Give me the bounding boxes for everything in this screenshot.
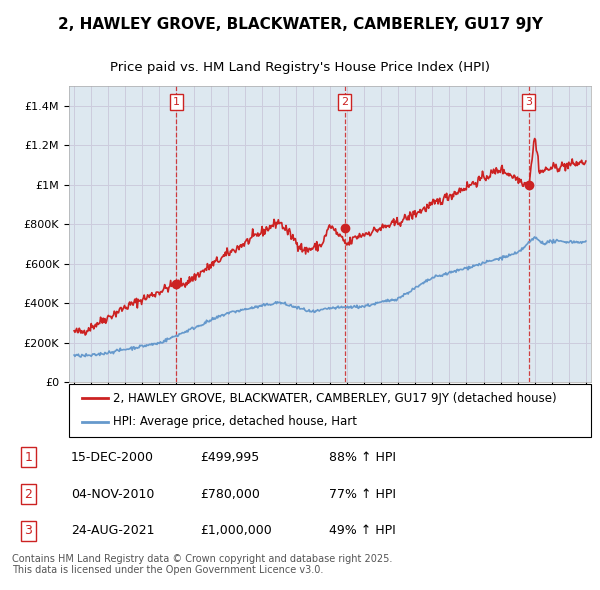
Text: £780,000: £780,000 bbox=[200, 487, 260, 501]
Text: 2, HAWLEY GROVE, BLACKWATER, CAMBERLEY, GU17 9JY (detached house): 2, HAWLEY GROVE, BLACKWATER, CAMBERLEY, … bbox=[113, 392, 557, 405]
Text: 2: 2 bbox=[341, 97, 348, 107]
Text: £499,995: £499,995 bbox=[200, 451, 259, 464]
Text: 2: 2 bbox=[25, 487, 32, 501]
Text: 15-DEC-2000: 15-DEC-2000 bbox=[71, 451, 154, 464]
Text: 3: 3 bbox=[25, 525, 32, 537]
Text: 2, HAWLEY GROVE, BLACKWATER, CAMBERLEY, GU17 9JY: 2, HAWLEY GROVE, BLACKWATER, CAMBERLEY, … bbox=[58, 17, 542, 32]
Text: 24-AUG-2021: 24-AUG-2021 bbox=[71, 525, 154, 537]
Text: 1: 1 bbox=[173, 97, 180, 107]
Text: 04-NOV-2010: 04-NOV-2010 bbox=[71, 487, 154, 501]
Text: Price paid vs. HM Land Registry's House Price Index (HPI): Price paid vs. HM Land Registry's House … bbox=[110, 61, 490, 74]
Text: 77% ↑ HPI: 77% ↑ HPI bbox=[329, 487, 397, 501]
Text: £1,000,000: £1,000,000 bbox=[200, 525, 272, 537]
Text: 49% ↑ HPI: 49% ↑ HPI bbox=[329, 525, 396, 537]
Text: 88% ↑ HPI: 88% ↑ HPI bbox=[329, 451, 397, 464]
Text: 1: 1 bbox=[25, 451, 32, 464]
Text: 3: 3 bbox=[525, 97, 532, 107]
Text: Contains HM Land Registry data © Crown copyright and database right 2025.
This d: Contains HM Land Registry data © Crown c… bbox=[12, 553, 392, 575]
Text: HPI: Average price, detached house, Hart: HPI: Average price, detached house, Hart bbox=[113, 415, 358, 428]
FancyBboxPatch shape bbox=[69, 384, 591, 437]
